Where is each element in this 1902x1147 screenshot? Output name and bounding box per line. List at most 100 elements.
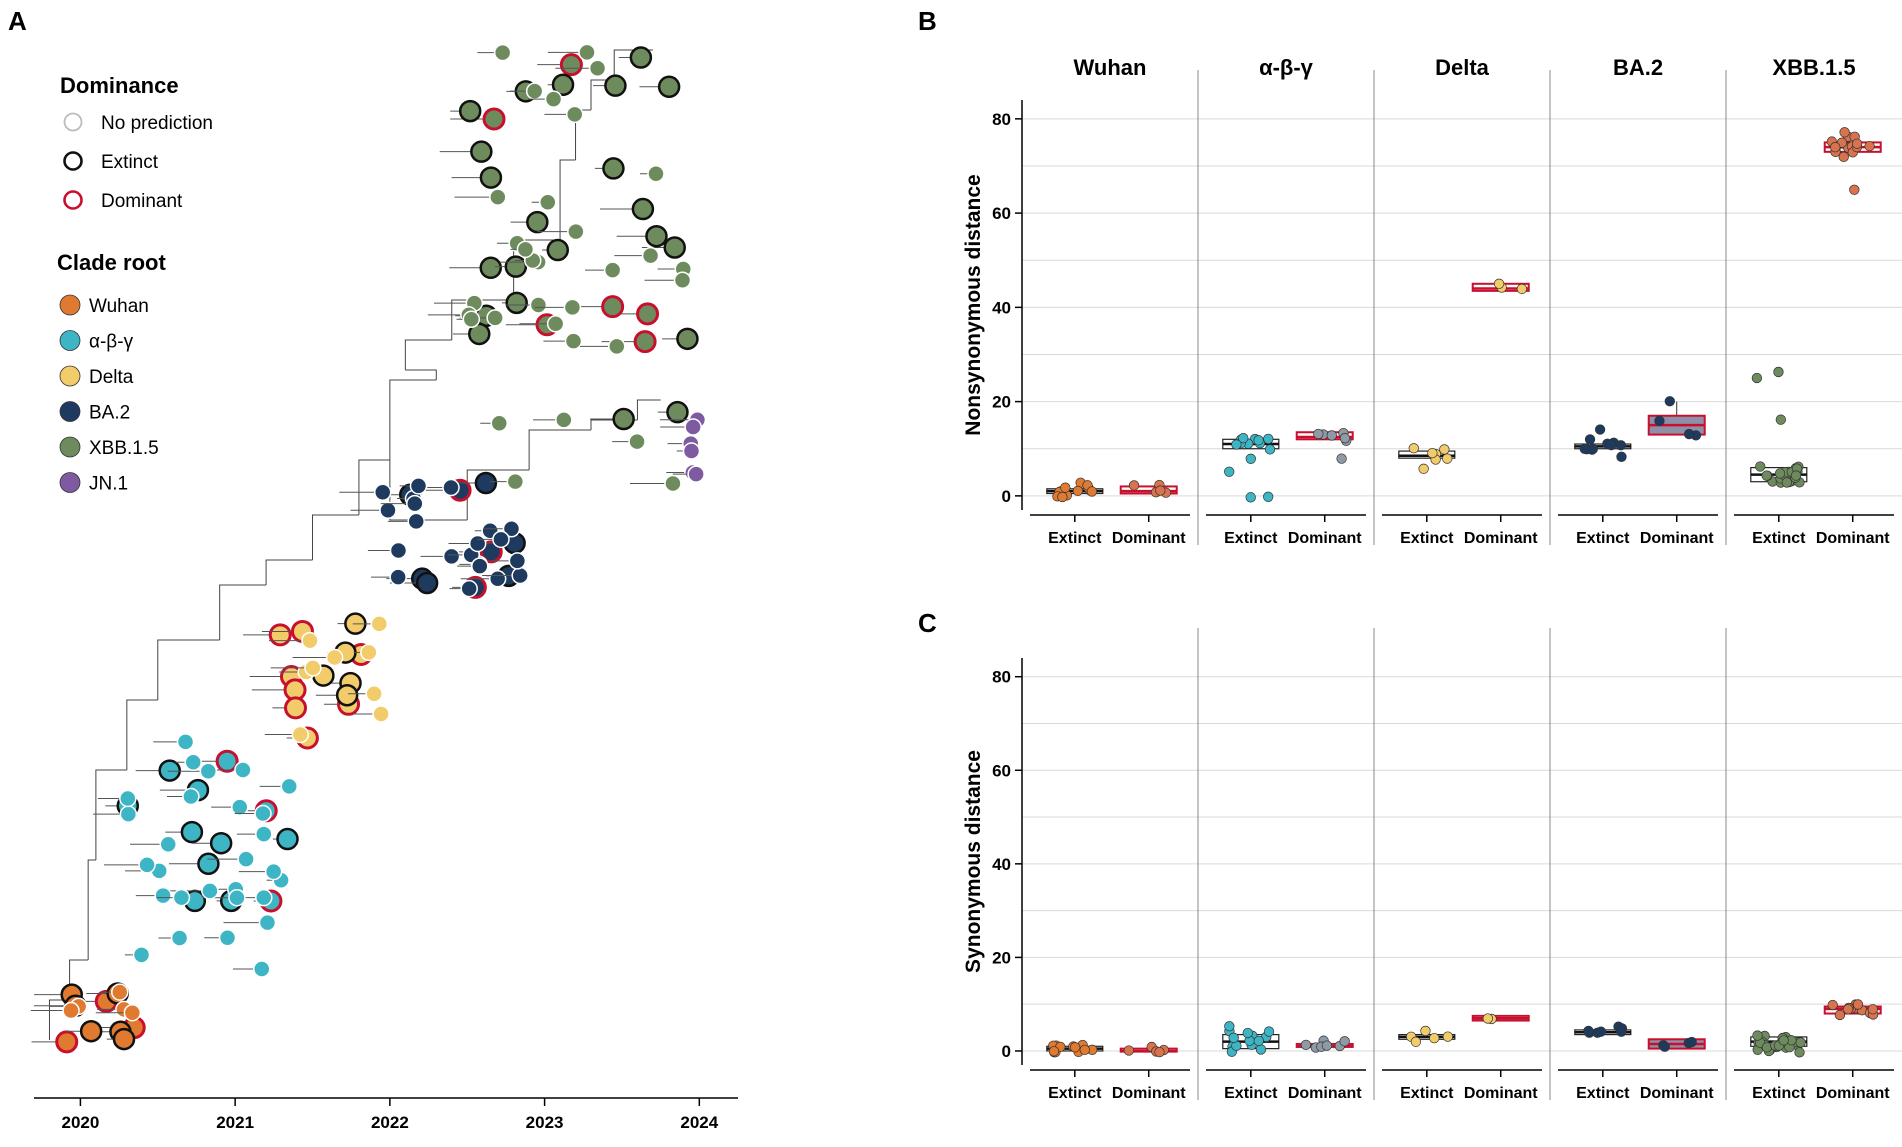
legend-clade-label: Delta bbox=[89, 367, 134, 388]
x-category-label: Extinct bbox=[1224, 530, 1278, 547]
tree-x-tick-label: 2022 bbox=[371, 1113, 409, 1132]
tree-tip bbox=[197, 852, 220, 876]
data-point bbox=[1242, 1027, 1253, 1039]
data-point bbox=[1686, 1036, 1697, 1048]
legend-clade-symbol bbox=[59, 472, 81, 493]
x-category-label: Dominant bbox=[1464, 530, 1538, 547]
tree-tip bbox=[489, 188, 507, 206]
legend-clade-label: JN.1 bbox=[89, 474, 128, 495]
tree-tip bbox=[551, 73, 575, 97]
tree-tip bbox=[159, 835, 177, 853]
tree-branch bbox=[358, 459, 390, 515]
facet-header: Wuhan bbox=[1074, 55, 1147, 80]
tree-branch bbox=[389, 460, 468, 521]
data-point bbox=[1339, 433, 1351, 444]
tree-tip bbox=[228, 888, 246, 907]
data-point bbox=[1664, 396, 1675, 407]
tree-tip bbox=[588, 59, 607, 78]
tree-tip bbox=[479, 166, 503, 189]
x-category-label: Extinct bbox=[1576, 530, 1630, 547]
tree-x-tick-label: 2020 bbox=[62, 1113, 100, 1132]
data-point bbox=[1594, 424, 1606, 435]
data-point bbox=[1775, 414, 1786, 425]
data-point bbox=[1659, 1041, 1670, 1052]
legend-dominance-label: Dominant bbox=[101, 191, 183, 212]
tree-tip bbox=[258, 913, 277, 932]
tree-tip bbox=[629, 46, 653, 69]
x-category-label: Extinct bbox=[1400, 1085, 1454, 1102]
tree-tip bbox=[682, 442, 701, 460]
data-point bbox=[1224, 1021, 1235, 1032]
data-point bbox=[1867, 1004, 1878, 1015]
legend-clade-label: Wuhan bbox=[89, 296, 149, 317]
x-category-label: Dominant bbox=[1112, 1085, 1186, 1102]
tree-legend: Dominance No prediction Extinct Dominant Cla… bbox=[57, 73, 213, 495]
data-point bbox=[1842, 1004, 1854, 1015]
x-category-label: Dominant bbox=[1288, 530, 1362, 547]
tree-tip bbox=[123, 1003, 142, 1022]
tree-branch bbox=[405, 369, 437, 380]
data-point bbox=[1264, 444, 1276, 455]
tree-tip bbox=[79, 1019, 103, 1043]
tree-branch bbox=[636, 399, 661, 420]
data-point bbox=[1238, 433, 1249, 444]
panel-letter-c: C bbox=[918, 608, 937, 638]
tree-tip bbox=[608, 337, 626, 356]
data-point bbox=[1060, 482, 1071, 493]
data-point bbox=[1429, 1032, 1440, 1044]
data-point bbox=[1313, 428, 1324, 440]
data-point bbox=[1231, 439, 1242, 450]
tree-tip bbox=[471, 557, 489, 575]
y-axis-label: Synonymous distance bbox=[962, 750, 985, 973]
tree-tip bbox=[184, 753, 202, 772]
tree-tip bbox=[379, 501, 397, 520]
tree-branch bbox=[312, 514, 359, 560]
data-point bbox=[1086, 486, 1098, 497]
x-category-label: Extinct bbox=[1400, 530, 1454, 547]
data-point bbox=[1439, 444, 1450, 455]
legend-clade-symbol bbox=[59, 436, 81, 458]
tree-tip bbox=[415, 571, 439, 595]
data-point bbox=[1321, 1040, 1332, 1051]
data-point bbox=[1794, 1047, 1805, 1058]
data-point bbox=[1774, 468, 1786, 479]
tree-tip bbox=[546, 238, 570, 262]
data-point bbox=[1830, 142, 1841, 153]
tree-tip bbox=[529, 296, 548, 314]
tree-tip bbox=[488, 570, 507, 588]
data-point bbox=[1606, 439, 1617, 451]
legend-dominance-label: Extinct bbox=[101, 152, 159, 173]
data-point bbox=[1852, 999, 1864, 1010]
data-point bbox=[1224, 466, 1235, 477]
tree-tip bbox=[468, 534, 487, 553]
data-point bbox=[1851, 138, 1863, 149]
legend-dominance-symbol bbox=[63, 112, 83, 132]
data-point bbox=[1427, 447, 1438, 459]
tree-tip bbox=[460, 579, 478, 598]
tree-tip bbox=[301, 631, 319, 650]
tree-tip bbox=[119, 789, 137, 808]
x-category-label: Dominant bbox=[1112, 530, 1186, 547]
data-point bbox=[1595, 1026, 1607, 1037]
tree-tip bbox=[539, 193, 557, 211]
data-point bbox=[1245, 453, 1256, 464]
data-point bbox=[1516, 283, 1528, 295]
x-category-label: Extinct bbox=[1048, 1085, 1102, 1102]
tree-tip bbox=[111, 983, 129, 1001]
tree-tip bbox=[633, 330, 657, 354]
tree-tip bbox=[479, 540, 503, 564]
tree-x-tick-label: 2021 bbox=[216, 1113, 254, 1132]
data-point bbox=[1838, 151, 1849, 162]
tree-tip bbox=[657, 75, 681, 99]
y-tick-label: 80 bbox=[992, 110, 1011, 129]
data-point bbox=[1584, 434, 1596, 445]
tree-tip bbox=[555, 411, 573, 429]
legend-clade-symbol bbox=[59, 365, 81, 387]
data-point bbox=[1583, 1025, 1594, 1037]
facet-header: Delta bbox=[1435, 55, 1490, 80]
tree-tip bbox=[442, 547, 461, 566]
tree-tip bbox=[631, 197, 655, 221]
tree-tip bbox=[687, 465, 705, 483]
data-point bbox=[1616, 1026, 1627, 1037]
